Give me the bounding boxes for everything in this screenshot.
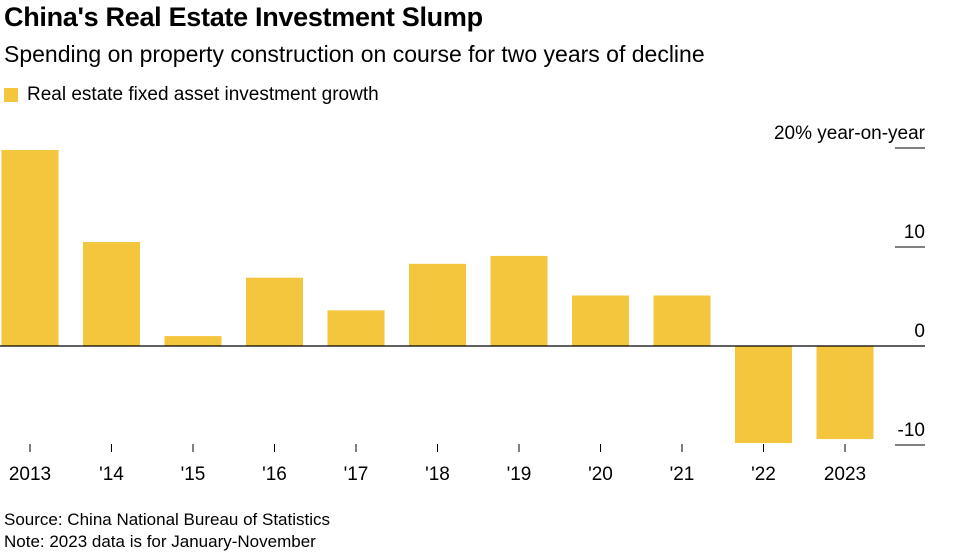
bar-10	[816, 346, 874, 440]
bar-4	[327, 310, 385, 346]
footnote: Note: 2023 data is for January-November	[4, 532, 316, 551]
bar-5	[409, 263, 466, 346]
y-tick-label: -10	[898, 420, 925, 441]
x-tick-label: '14	[99, 464, 124, 485]
bar-chart: 20% year-on-year 10 0 -10 2013 '14 '15 '16 '17 '1…	[0, 123, 926, 485]
x-tick-label: 2013	[9, 464, 51, 485]
x-tick-label: '21	[670, 464, 695, 485]
x-tick-label: '22	[751, 464, 776, 485]
source-note: Source: China National Bureau of Statist…	[4, 510, 331, 529]
bar-1	[83, 242, 140, 346]
legend: Real estate fixed asset investment growt…	[4, 83, 379, 107]
x-tick-label: '15	[181, 464, 206, 485]
bar-6	[490, 255, 548, 346]
bar-7	[572, 295, 629, 346]
legend-swatch	[4, 88, 18, 102]
bar-8	[653, 295, 711, 346]
chart-title: China's Real Estate Investment Slump	[4, 2, 483, 32]
y-tick-label: 10	[904, 222, 925, 243]
legend-label: Real estate fixed asset investment growt…	[27, 84, 379, 105]
bar-0	[1, 149, 59, 346]
bar-3	[246, 277, 303, 346]
x-tick-label: '17	[344, 464, 369, 485]
x-tick-label: '19	[507, 464, 532, 485]
x-tick-label: '18	[425, 464, 450, 485]
x-tick-label: '20	[588, 464, 613, 485]
bar-2	[164, 336, 222, 346]
x-tick-label: 2023	[824, 464, 866, 485]
y-tick-label: 20% year-on-year	[774, 123, 926, 144]
chart-subtitle: Spending on property construction on cou…	[4, 41, 705, 67]
y-tick-label: 0	[914, 321, 925, 342]
x-tick-label: '16	[262, 464, 287, 485]
bar-9	[735, 346, 792, 444]
